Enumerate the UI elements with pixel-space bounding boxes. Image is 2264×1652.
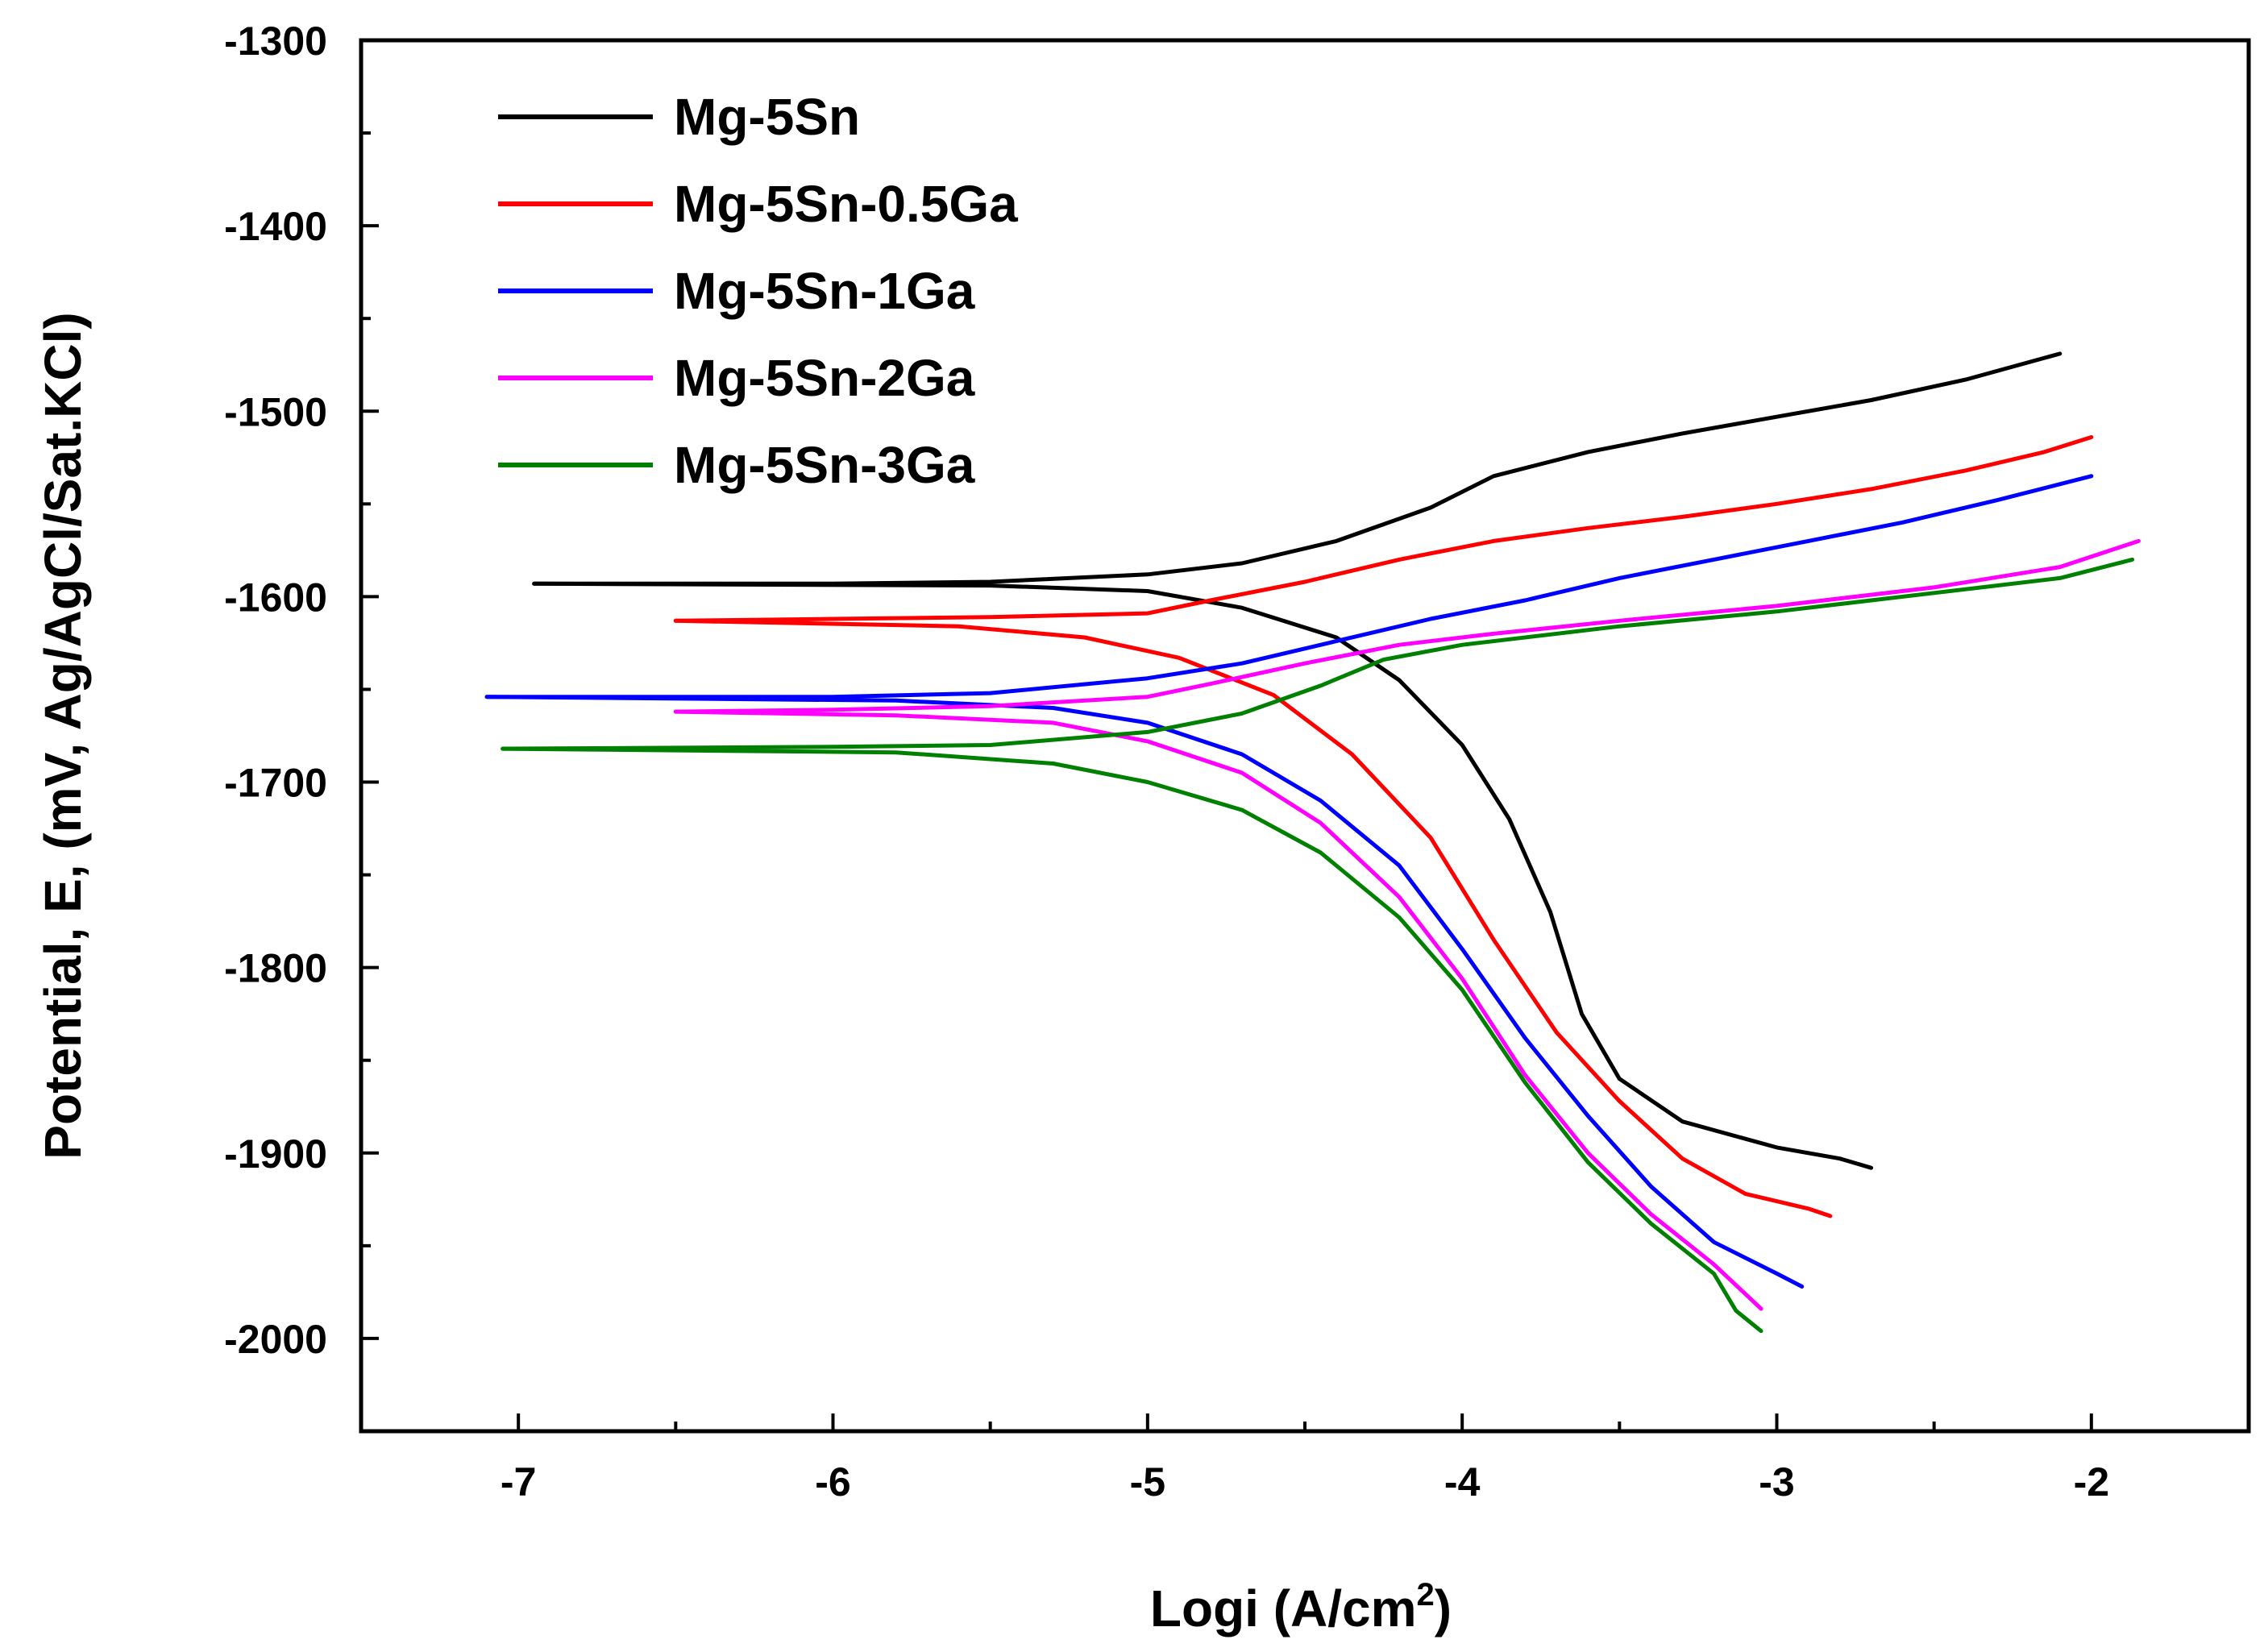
series-mg-5sn-2ga-cathodic-line [673,709,1763,1311]
series-mg-5sn-1ga-cathodic-line [484,695,1805,1289]
y-tick-label: -1500 [224,389,327,434]
x-tick-label: -6 [815,1459,850,1505]
series-layer [484,351,2141,1334]
axis-ticks: -7 -6 -5 -4 -3 -2 -2000 -1900 -1800 -1700 -1600 -15… [224,19,2250,1505]
x-tick-label: -3 [1759,1459,1794,1505]
legend: Mg-5Sn Mg-5Sn-0.5Ga Mg-5Sn-1Ga Mg-5Sn-2Ga Mg… [498,88,1018,494]
legend-label-mg-5sn: Mg-5Sn [674,88,860,146]
x-axis-title-close: ) [1435,1579,1452,1637]
x-tick-label: -2 [2074,1459,2109,1505]
plot-frame [359,38,2251,1434]
x-tick-label: -7 [501,1459,536,1505]
y-tick-label: -1400 [224,204,327,249]
series-mg-5sn-0-5ga [673,435,2094,1218]
series-mg-5sn-cathodic-line [532,581,1874,1170]
series-mg-5sn-0-5ga-cathodic-line [673,618,1833,1218]
series-mg-5sn-3ga-anodic-line [501,557,2135,751]
y-tick-label: -2000 [224,1317,327,1362]
legend-label-mg-5sn-1ga: Mg-5Sn-1Ga [674,262,975,320]
y-axis-title: Potential, E, (mV, Ag/AgCl/Sat.KCl) [34,312,92,1159]
y-tick-label: -1300 [224,19,327,64]
series-mg-5sn [532,351,2063,1170]
x-tick-label: -4 [1444,1459,1481,1505]
x-tick-label: -5 [1130,1459,1165,1505]
x-axis-title: Logi (A/cm2) [1150,1577,1452,1637]
legend-label-mg-5sn-2ga: Mg-5Sn-2Ga [674,349,975,407]
series-mg-5sn-anodic-line [532,351,2063,586]
series-mg-5sn-2ga [673,538,2141,1311]
series-mg-5sn-3ga [501,557,2135,1334]
series-mg-5sn-1ga [484,474,2094,1289]
legend-label-mg-5sn-0-5ga: Mg-5Sn-0.5Ga [674,175,1018,233]
series-mg-5sn-3ga-cathodic-line [501,746,1763,1334]
y-tick-label: -1600 [224,575,327,620]
series-mg-5sn-0-5ga-anodic-line [673,435,2094,623]
y-tick-label: -1800 [224,946,327,991]
legend-label-mg-5sn-3ga: Mg-5Sn-3Ga [674,436,975,494]
series-mg-5sn-1ga-anodic-line [484,474,2094,699]
y-tick-label: -1700 [224,761,327,806]
x-axis-title-superscript: 2 [1417,1577,1435,1613]
y-tick-label: -1900 [224,1131,327,1177]
x-axis-title-main: Logi (A/cm [1150,1579,1417,1637]
series-mg-5sn-2ga-anodic-line [673,538,2141,714]
